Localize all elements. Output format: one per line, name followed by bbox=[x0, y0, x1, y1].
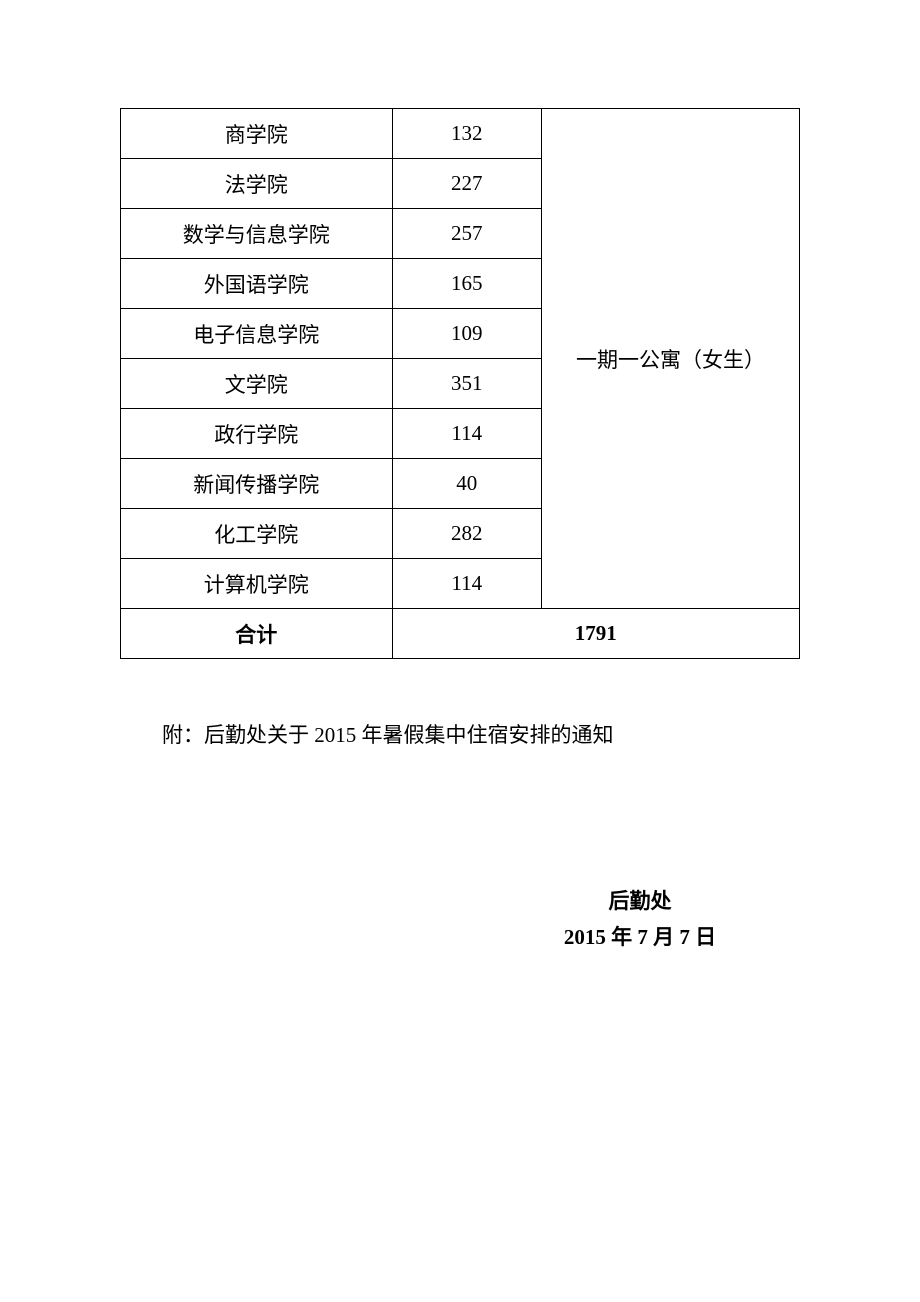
table-total-row: 合计 1791 bbox=[121, 609, 800, 659]
num-cell: 109 bbox=[392, 309, 541, 359]
dept-cell: 法学院 bbox=[121, 159, 393, 209]
total-value-cell: 1791 bbox=[392, 609, 799, 659]
dept-cell: 外国语学院 bbox=[121, 259, 393, 309]
dept-cell: 化工学院 bbox=[121, 509, 393, 559]
num-cell: 40 bbox=[392, 459, 541, 509]
dorm-cell: 一期一公寓（女生） bbox=[541, 109, 799, 609]
document-content: 商学院 132 一期一公寓（女生） 法学院 227 数学与信息学院 257 外国… bbox=[120, 108, 800, 955]
signature-date: 2015 年 7 月 7 日 bbox=[480, 920, 800, 956]
table-row: 商学院 132 一期一公寓（女生） bbox=[121, 109, 800, 159]
dept-cell: 商学院 bbox=[121, 109, 393, 159]
dept-cell: 新闻传播学院 bbox=[121, 459, 393, 509]
dept-cell: 电子信息学院 bbox=[121, 309, 393, 359]
total-label-cell: 合计 bbox=[121, 609, 393, 659]
num-cell: 282 bbox=[392, 509, 541, 559]
num-cell: 114 bbox=[392, 409, 541, 459]
dept-cell: 政行学院 bbox=[121, 409, 393, 459]
attachment-text: 附：后勤处关于 2015 年暑假集中住宿安排的通知 bbox=[120, 719, 800, 749]
num-cell: 227 bbox=[392, 159, 541, 209]
allocation-table: 商学院 132 一期一公寓（女生） 法学院 227 数学与信息学院 257 外国… bbox=[120, 108, 800, 659]
num-cell: 114 bbox=[392, 559, 541, 609]
signature-dept: 后勤处 bbox=[480, 884, 800, 920]
signature-block: 后勤处 2015 年 7 月 7 日 bbox=[120, 884, 800, 955]
dept-cell: 文学院 bbox=[121, 359, 393, 409]
num-cell: 351 bbox=[392, 359, 541, 409]
num-cell: 165 bbox=[392, 259, 541, 309]
num-cell: 257 bbox=[392, 209, 541, 259]
dept-cell: 计算机学院 bbox=[121, 559, 393, 609]
num-cell: 132 bbox=[392, 109, 541, 159]
dept-cell: 数学与信息学院 bbox=[121, 209, 393, 259]
